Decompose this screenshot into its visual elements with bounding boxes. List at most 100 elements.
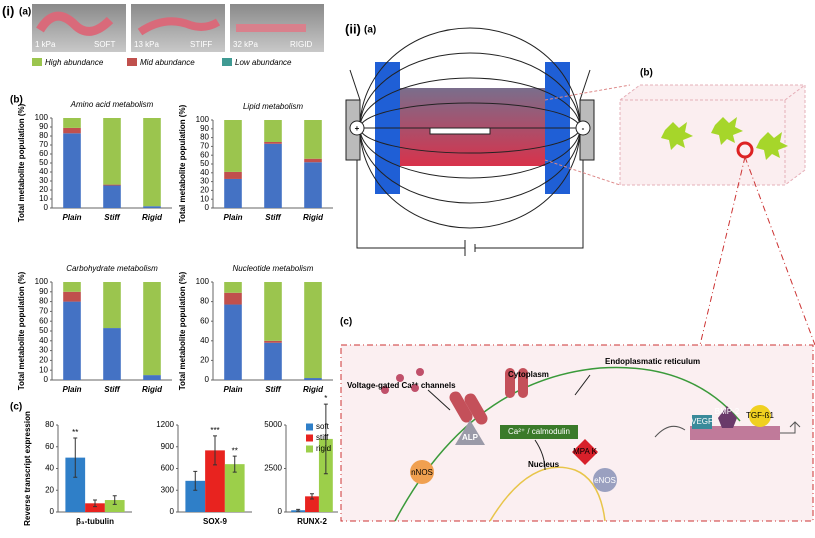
significance-label: ***: [210, 426, 219, 435]
y-tick-label: 0: [44, 375, 49, 384]
bar-segment: [224, 178, 242, 208]
pathway-label: Ca²⁺ / calmodulin: [508, 427, 570, 436]
bar-segment: [264, 282, 282, 341]
y-tick-label: 70: [200, 142, 209, 151]
y-tick-label: 90: [39, 122, 48, 131]
bar: [85, 503, 105, 512]
molecule-diagram: [544, 84, 815, 346]
pathway-label: BMP-2: [715, 407, 740, 416]
photo-label: 1 kPa: [35, 40, 56, 49]
y-tick-label: 20: [39, 356, 48, 365]
panel-label: (c): [10, 402, 22, 413]
pathway-label: MPA K: [573, 447, 598, 456]
y-tick-label: 20: [200, 356, 209, 365]
bar-segment: [224, 282, 242, 293]
bar-segment: [143, 118, 161, 207]
photo-label: 13 kPa: [134, 40, 159, 49]
bar-segment: [63, 133, 81, 208]
y-tick-label: 60: [200, 150, 209, 159]
y-tick-label: 100: [196, 277, 210, 286]
y-tick-label: 10: [200, 194, 209, 203]
x-tick-label: Rigid: [142, 213, 163, 222]
error-bar: [296, 508, 301, 512]
y-tick-label: 0: [278, 507, 283, 516]
x-tick-label: Rigid: [303, 213, 324, 222]
y-tick-label: 50: [39, 158, 48, 167]
legend-label: rigid: [316, 444, 331, 453]
y-tick-label: 60: [39, 149, 48, 158]
y-tick-label: 80: [45, 420, 54, 429]
y-tick-label: 900: [161, 442, 175, 451]
bar-segment: [224, 304, 242, 380]
legend-label: Mid abundance: [140, 58, 195, 67]
bar-segment: [103, 184, 121, 186]
photo-label: 32 kPa: [233, 40, 258, 49]
electrode-sign: +: [355, 124, 360, 133]
y-tick-label: 30: [39, 346, 48, 355]
photo: 32 kPa RIGID: [230, 4, 324, 52]
pathway-label: TGF-ß1: [746, 411, 775, 420]
y-tick-label: 20: [45, 485, 54, 494]
bar-segment: [143, 375, 161, 380]
legend: High abundance Mid abundance Low abundance: [32, 58, 292, 67]
y-tick-label: 20: [39, 185, 48, 194]
error-bar: [193, 470, 198, 491]
bar-segment: [304, 282, 322, 379]
bar-segment: [63, 291, 81, 302]
x-tick-label: Plain: [223, 213, 242, 222]
y-tick-label: 90: [39, 287, 48, 296]
error-bar: [93, 499, 97, 508]
bar-segment: [224, 292, 242, 305]
x-tick-label: Rigid: [142, 385, 163, 394]
y-axis-label: Total metabolite population (%): [178, 104, 187, 223]
photo: 1 kPa SOFT: [32, 4, 126, 52]
legend-swatch: [32, 58, 42, 66]
y-tick-label: 0: [205, 375, 210, 384]
y-tick-label: 600: [161, 464, 175, 473]
y-tick-label: 5000: [264, 420, 282, 429]
significance-label: **: [72, 428, 78, 437]
legend-label: soft: [316, 422, 330, 431]
bar: [305, 496, 319, 512]
x-tick-label: Stiff: [104, 385, 121, 394]
y-tick-label: 40: [39, 336, 48, 345]
y-tick-label: 100: [196, 115, 210, 124]
bar-segment: [63, 282, 81, 292]
significance-label: *: [324, 394, 327, 403]
y-tick-label: 70: [39, 140, 48, 149]
y-tick-label: 0: [44, 203, 49, 212]
y-tick-label: 80: [200, 133, 209, 142]
bar: [205, 450, 225, 512]
photo: 13 kPa STIFF: [131, 4, 225, 52]
y-tick-label: 10: [39, 194, 48, 203]
bar: [318, 438, 333, 512]
bar: [104, 500, 125, 512]
panel-label: (b): [640, 68, 653, 79]
legend-swatch: [222, 58, 232, 66]
legend-label: High abundance: [45, 58, 104, 67]
y-tick-label: 20: [200, 186, 209, 195]
y-tick-label: 100: [35, 113, 49, 122]
legend-swatch: [127, 58, 137, 66]
chart-title: Lipid metabolism: [243, 102, 303, 111]
pathway-label: Endoplasmatic reticulum: [605, 357, 700, 366]
x-tick-label: Stiff: [265, 213, 282, 222]
x-tick-label: Rigid: [303, 385, 324, 394]
legend-swatch: [306, 423, 313, 431]
error-bar: [213, 435, 217, 466]
bar-segment: [224, 120, 242, 172]
bar-segment: [264, 143, 282, 208]
electrode-sign: -: [582, 124, 585, 133]
panel-label: (c): [340, 317, 352, 328]
y-tick-label: 10: [39, 365, 48, 374]
chart-title: Nucleotide metabolism: [233, 264, 314, 273]
bar-segment: [264, 142, 282, 144]
bar-segment: [103, 328, 121, 380]
chart-title: Amino acid metabolism: [70, 100, 154, 109]
x-tick-label: RUNX-2: [297, 517, 327, 526]
x-tick-label: Plain: [62, 385, 81, 394]
device-diagram: [345, 27, 595, 256]
y-tick-label: 50: [200, 159, 209, 168]
significance-label: **: [232, 446, 238, 455]
y-tick-label: 80: [39, 297, 48, 306]
